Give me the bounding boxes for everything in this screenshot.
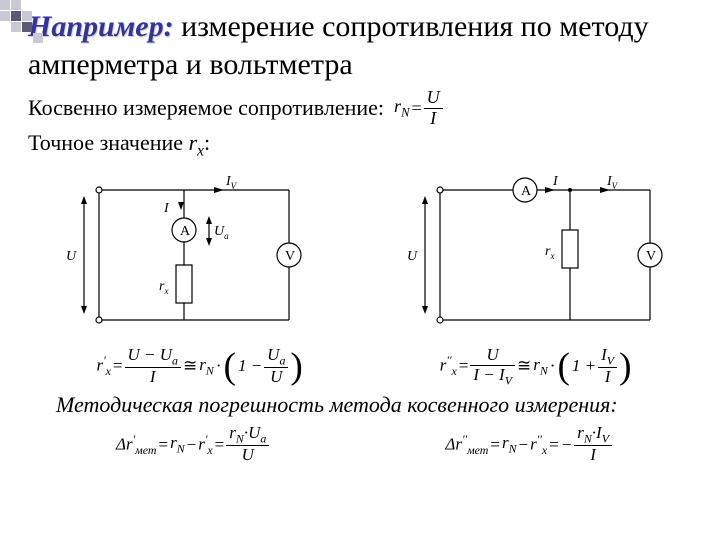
svg-text:I: I	[163, 201, 170, 216]
svg-text:V: V	[646, 249, 656, 264]
corner-decoration	[0, 0, 43, 43]
exact-value-prefix: Точное значение	[28, 130, 189, 155]
page-content: Например: измерение сопротивления по мет…	[0, 0, 720, 465]
method-error-text: Методическая погрешность метода косвенно…	[56, 392, 700, 418]
svg-text:I: I	[552, 174, 559, 189]
page-title: Например: измерение сопротивления по мет…	[28, 8, 700, 84]
svg-text:V: V	[285, 249, 295, 264]
circuit-diagram-2: U A I IV rx V	[395, 170, 675, 340]
title-emphasis: Например:	[28, 10, 174, 43]
circuit-diagrams-row: U IV I A Ua V rx	[28, 170, 700, 340]
formula-delta-r-double-prime: Δr''мет = rN − r''x = − rN·IVI	[445, 424, 612, 465]
subtitle-row-1: Косвенно измеряемое сопротивление: rN = …	[28, 88, 700, 129]
formula-rx-double-prime: r''x = UI − IV ≅ rN · ( 1 + IVI )	[440, 345, 632, 388]
circuit1-u-label: U	[66, 249, 77, 264]
formula-row-delta-r: Δr'мет = rN − r'x = rN·UaU Δr''мет = rN …	[28, 424, 700, 465]
svg-text:IV: IV	[606, 174, 619, 191]
formula-rn: rN = UI	[394, 88, 443, 129]
circuit-diagram-1: U IV I A Ua V rx	[54, 170, 314, 340]
svg-text:A: A	[521, 184, 532, 199]
svg-text:A: A	[180, 224, 191, 239]
svg-text:Ua: Ua	[214, 224, 229, 241]
svg-text:rx: rx	[545, 244, 554, 261]
indirect-measure-text: Косвенно измеряемое сопротивление:	[28, 95, 384, 121]
formula-row-rx: r'x = U − UaI ≅ rN · ( 1 − UaU ) r''x = …	[28, 345, 700, 388]
formula-rx-prime: r'x = U − UaI ≅ rN · ( 1 − UaU )	[96, 345, 302, 388]
svg-text:IV: IV	[225, 174, 238, 191]
svg-text:U: U	[407, 249, 418, 264]
subtitle-row-2: Точное значение rx:	[28, 129, 700, 165]
formula-delta-r-prime: Δr'мет = rN − r'x = rN·UaU	[116, 424, 269, 465]
svg-text:rx: rx	[159, 279, 168, 296]
